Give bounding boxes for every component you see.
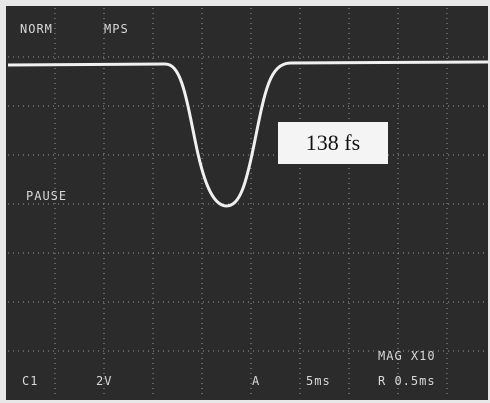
mag: MAG X10 xyxy=(378,349,436,363)
delay: R 0.5ms xyxy=(378,374,436,388)
status: PAUSE xyxy=(26,189,67,203)
volts: 2V xyxy=(96,374,112,388)
measurement: 138 fs xyxy=(306,130,360,155)
channel: C1 xyxy=(22,374,38,388)
mode: NORM xyxy=(20,22,53,36)
mode2: MPS xyxy=(104,22,129,36)
trigger: A xyxy=(252,374,260,388)
timebase: 5ms xyxy=(306,374,331,388)
oscilloscope: 138 fs NORM MPS PAUSE C1 2V A 5ms MAG X1… xyxy=(0,0,490,403)
